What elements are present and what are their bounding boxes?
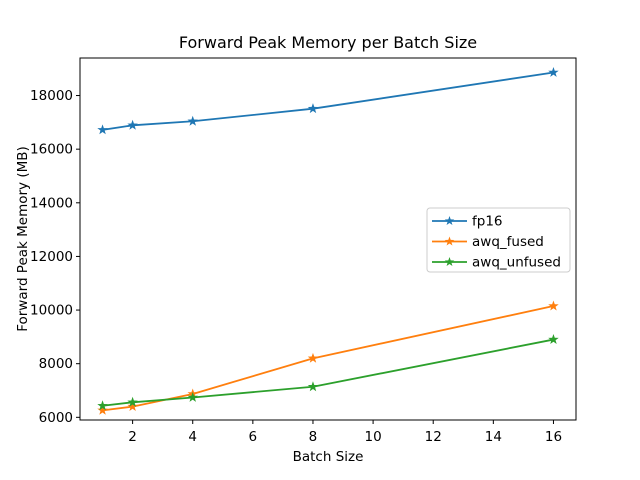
y-tick-label: 16000 — [30, 142, 73, 158]
x-axis-label: Batch Size — [293, 449, 364, 465]
data-point-awq_unfused — [127, 396, 138, 407]
series-line-fp16 — [101, 71, 555, 131]
legend-marker-awq_fused — [444, 236, 455, 246]
y-tick-label: 6000 — [39, 410, 73, 426]
data-point-awq_fused — [548, 300, 559, 311]
x-tick-label: 6 — [249, 429, 258, 445]
data-point-fp16 — [548, 66, 559, 77]
data-point-awq_unfused — [307, 381, 319, 392]
legend-marker-fp16 — [444, 216, 455, 226]
y-tick-label: 18000 — [30, 88, 73, 104]
legend-label-awq_fused: awq_fused — [472, 234, 544, 250]
data-point-fp16 — [307, 103, 319, 114]
data-point-awq_unfused — [548, 334, 559, 345]
x-tick-label: 4 — [188, 429, 197, 445]
chart-title: Forward Peak Memory per Batch Size — [179, 33, 477, 52]
data-point-awq_fused — [127, 401, 138, 412]
x-tick-label: 14 — [485, 429, 502, 445]
y-tick-label: 14000 — [30, 195, 73, 211]
data-point-awq_unfused — [97, 400, 108, 411]
data-point-awq_unfused — [187, 391, 198, 402]
x-tick-label: 2 — [128, 429, 137, 445]
x-tick-label: 12 — [425, 429, 442, 445]
y-tick-label: 12000 — [30, 249, 73, 265]
legend-label-fp16: fp16 — [472, 214, 503, 230]
plot-area-border — [79, 57, 577, 421]
plot-render-root: 2 4 6 8 10 12 14 16 6000 8000 10000 12000 14000 16000… — [30, 57, 577, 445]
legend-marker-awq_unfused — [444, 257, 455, 267]
data-point-awq_fused — [307, 352, 319, 363]
series-line-awq_fused — [101, 305, 555, 412]
x-tick-label: 10 — [364, 429, 381, 445]
x-tick-label: 16 — [545, 429, 562, 445]
y-axis-label: Forward Peak Memory (MB) — [15, 146, 31, 332]
legend: fp16 awq_fused awq_unfused — [426, 207, 571, 273]
x-tick-label: 8 — [309, 429, 318, 445]
data-point-fp16 — [97, 124, 108, 135]
data-point-fp16 — [187, 115, 198, 126]
data-point-fp16 — [127, 119, 138, 130]
legend-box — [426, 207, 571, 273]
legend-label-awq_unfused: awq_unfused — [472, 255, 561, 271]
y-tick-label: 10000 — [30, 303, 73, 319]
y-tick-label: 8000 — [39, 356, 73, 372]
data-point-awq_fused — [97, 404, 108, 415]
series-line-awq_unfused — [101, 338, 555, 407]
